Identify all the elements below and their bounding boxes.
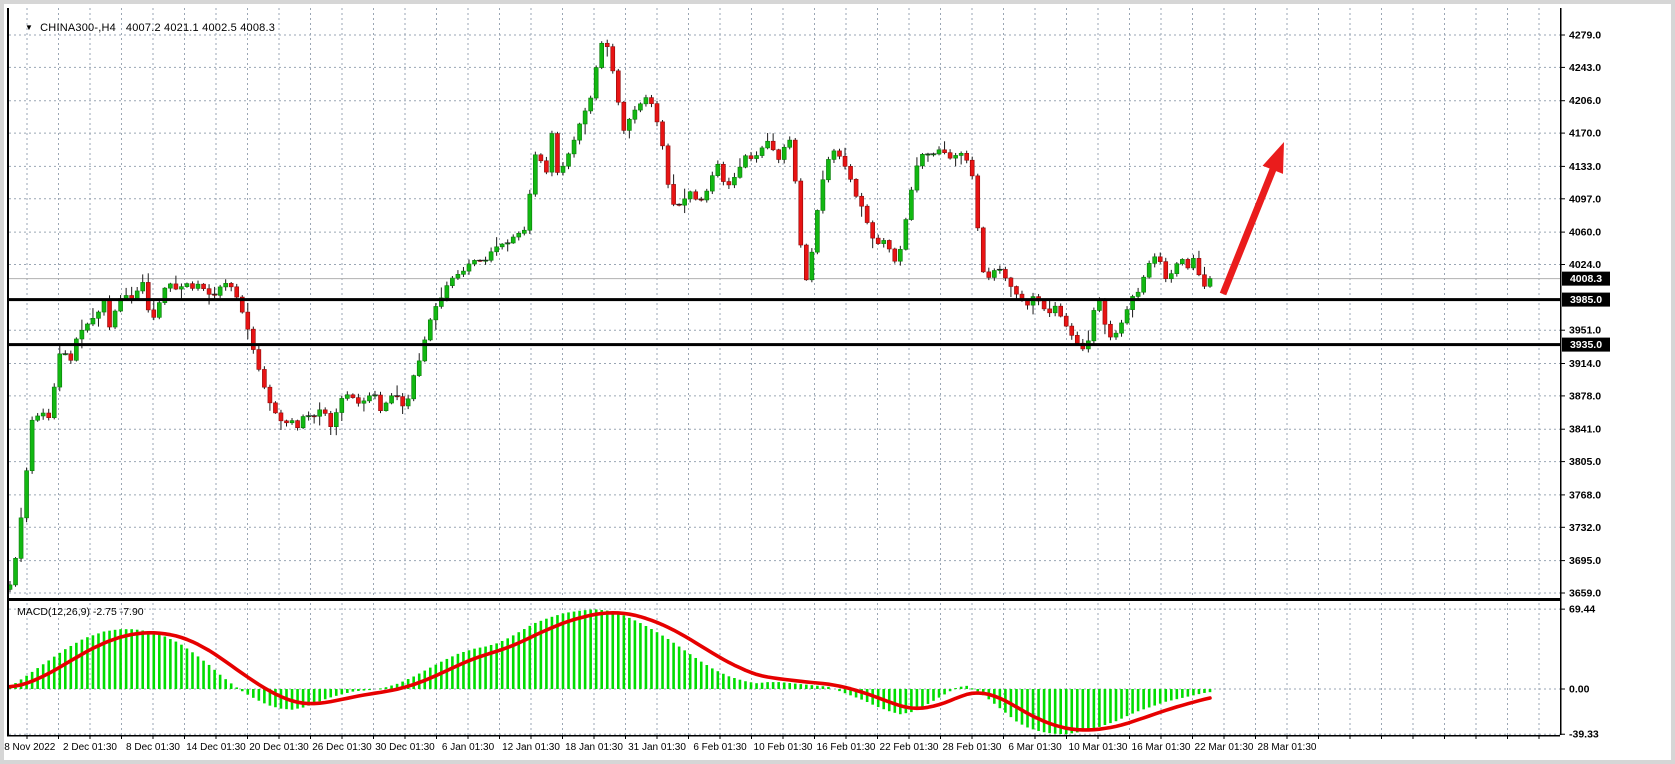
price-axis[interactable]: 4279.0 4243.0 4206.0 4170.0 4133.0 4097.0 4060…	[1560, 30, 1610, 600]
svg-text:16 Feb 01:30: 16 Feb 01:30	[817, 742, 876, 753]
horizontal-level-lines[interactable]	[9, 298, 1560, 347]
svg-text:8 Dec 01:30: 8 Dec 01:30	[126, 742, 180, 753]
svg-text:3841.0: 3841.0	[1569, 424, 1601, 436]
svg-text:6 Feb 01:30: 6 Feb 01:30	[693, 742, 747, 753]
svg-text:4170.0: 4170.0	[1569, 128, 1601, 140]
time-axis[interactable]: 28 Nov 2022 2 Dec 01:30 8 Dec 01:30 14 Dec …	[4, 735, 1540, 753]
svg-text:12 Jan 01:30: 12 Jan 01:30	[502, 742, 560, 753]
svg-text:28 Feb 01:30: 28 Feb 01:30	[943, 742, 1002, 753]
svg-text:3914.0: 3914.0	[1569, 358, 1601, 370]
svg-text:2 Dec 01:30: 2 Dec 01:30	[63, 742, 117, 753]
svg-text:6 Mar 01:30: 6 Mar 01:30	[1008, 742, 1062, 753]
svg-text:3935.0: 3935.0	[1570, 339, 1602, 351]
svg-text:4243.0: 4243.0	[1569, 62, 1601, 74]
chart-header: ▼ CHINA300-,H4 4007.2 4021.1 4002.5 4008.3	[12, 10, 275, 46]
svg-text:31 Jan 01:30: 31 Jan 01:30	[628, 742, 686, 753]
svg-text:6 Jan 01:30: 6 Jan 01:30	[442, 742, 495, 753]
chart-ohlc-values: 4007.2 4021.1 4002.5 4008.3	[125, 22, 276, 34]
panel-borders	[7, 8, 1562, 737]
svg-text:20 Dec 01:30: 20 Dec 01:30	[249, 742, 309, 753]
svg-text:4097.0: 4097.0	[1569, 193, 1601, 205]
svg-text:4008.3: 4008.3	[1570, 273, 1602, 285]
svg-text:3732.0: 3732.0	[1569, 522, 1601, 534]
symbol-dropdown-icon[interactable]: ▼	[25, 23, 34, 32]
svg-text:4133.0: 4133.0	[1569, 161, 1601, 173]
svg-text:3805.0: 3805.0	[1569, 456, 1601, 468]
svg-text:30 Dec 01:30: 30 Dec 01:30	[375, 742, 435, 753]
svg-text:4060.0: 4060.0	[1569, 227, 1601, 239]
svg-text:3878.0: 3878.0	[1569, 390, 1601, 402]
svg-text:4024.0: 4024.0	[1569, 259, 1601, 271]
svg-text:18 Jan 01:30: 18 Jan 01:30	[565, 742, 623, 753]
macd-axis[interactable]: 69.44 0.00 -39.33	[1560, 604, 1599, 741]
svg-text:22 Feb 01:30: 22 Feb 01:30	[880, 742, 939, 753]
svg-text:4206.0: 4206.0	[1569, 95, 1601, 107]
macd-indicator	[8, 609, 1212, 735]
svg-text:26 Dec 01:30: 26 Dec 01:30	[312, 742, 372, 753]
svg-text:10 Feb 01:30: 10 Feb 01:30	[754, 742, 813, 753]
svg-text:3659.0: 3659.0	[1569, 588, 1601, 600]
svg-text:3985.0: 3985.0	[1570, 294, 1602, 306]
svg-text:16 Mar 01:30: 16 Mar 01:30	[1132, 742, 1191, 753]
svg-text:3951.0: 3951.0	[1569, 325, 1601, 337]
svg-text:69.44: 69.44	[1569, 604, 1595, 616]
grid-lines	[9, 8, 1560, 735]
candlestick-series	[7, 39, 1213, 593]
macd-signal-line	[8, 610, 1212, 732]
svg-text:28 Mar 01:30: 28 Mar 01:30	[1258, 742, 1317, 753]
price-chart-canvas[interactable]: 4279.0 4243.0 4206.0 4170.0 4133.0 4097.0 4060…	[4, 4, 1671, 760]
svg-text:0.00: 0.00	[1569, 684, 1590, 696]
svg-text:28 Nov 2022: 28 Nov 2022	[4, 742, 56, 753]
svg-text:-39.33: -39.33	[1569, 729, 1599, 741]
svg-text:14 Dec 01:30: 14 Dec 01:30	[186, 742, 246, 753]
svg-text:22 Mar 01:30: 22 Mar 01:30	[1195, 742, 1254, 753]
chart-symbol-timeframe: CHINA300-,H4	[40, 22, 116, 34]
svg-text:3768.0: 3768.0	[1569, 489, 1601, 501]
svg-text:3695.0: 3695.0	[1569, 555, 1601, 567]
trend-arrow-annotation[interactable]	[1219, 142, 1284, 296]
svg-text:10 Mar 01:30: 10 Mar 01:30	[1069, 742, 1128, 753]
macd-indicator-label: MACD(12,26,9) -2.75 -7.90	[17, 606, 144, 618]
svg-text:4279.0: 4279.0	[1569, 30, 1601, 42]
